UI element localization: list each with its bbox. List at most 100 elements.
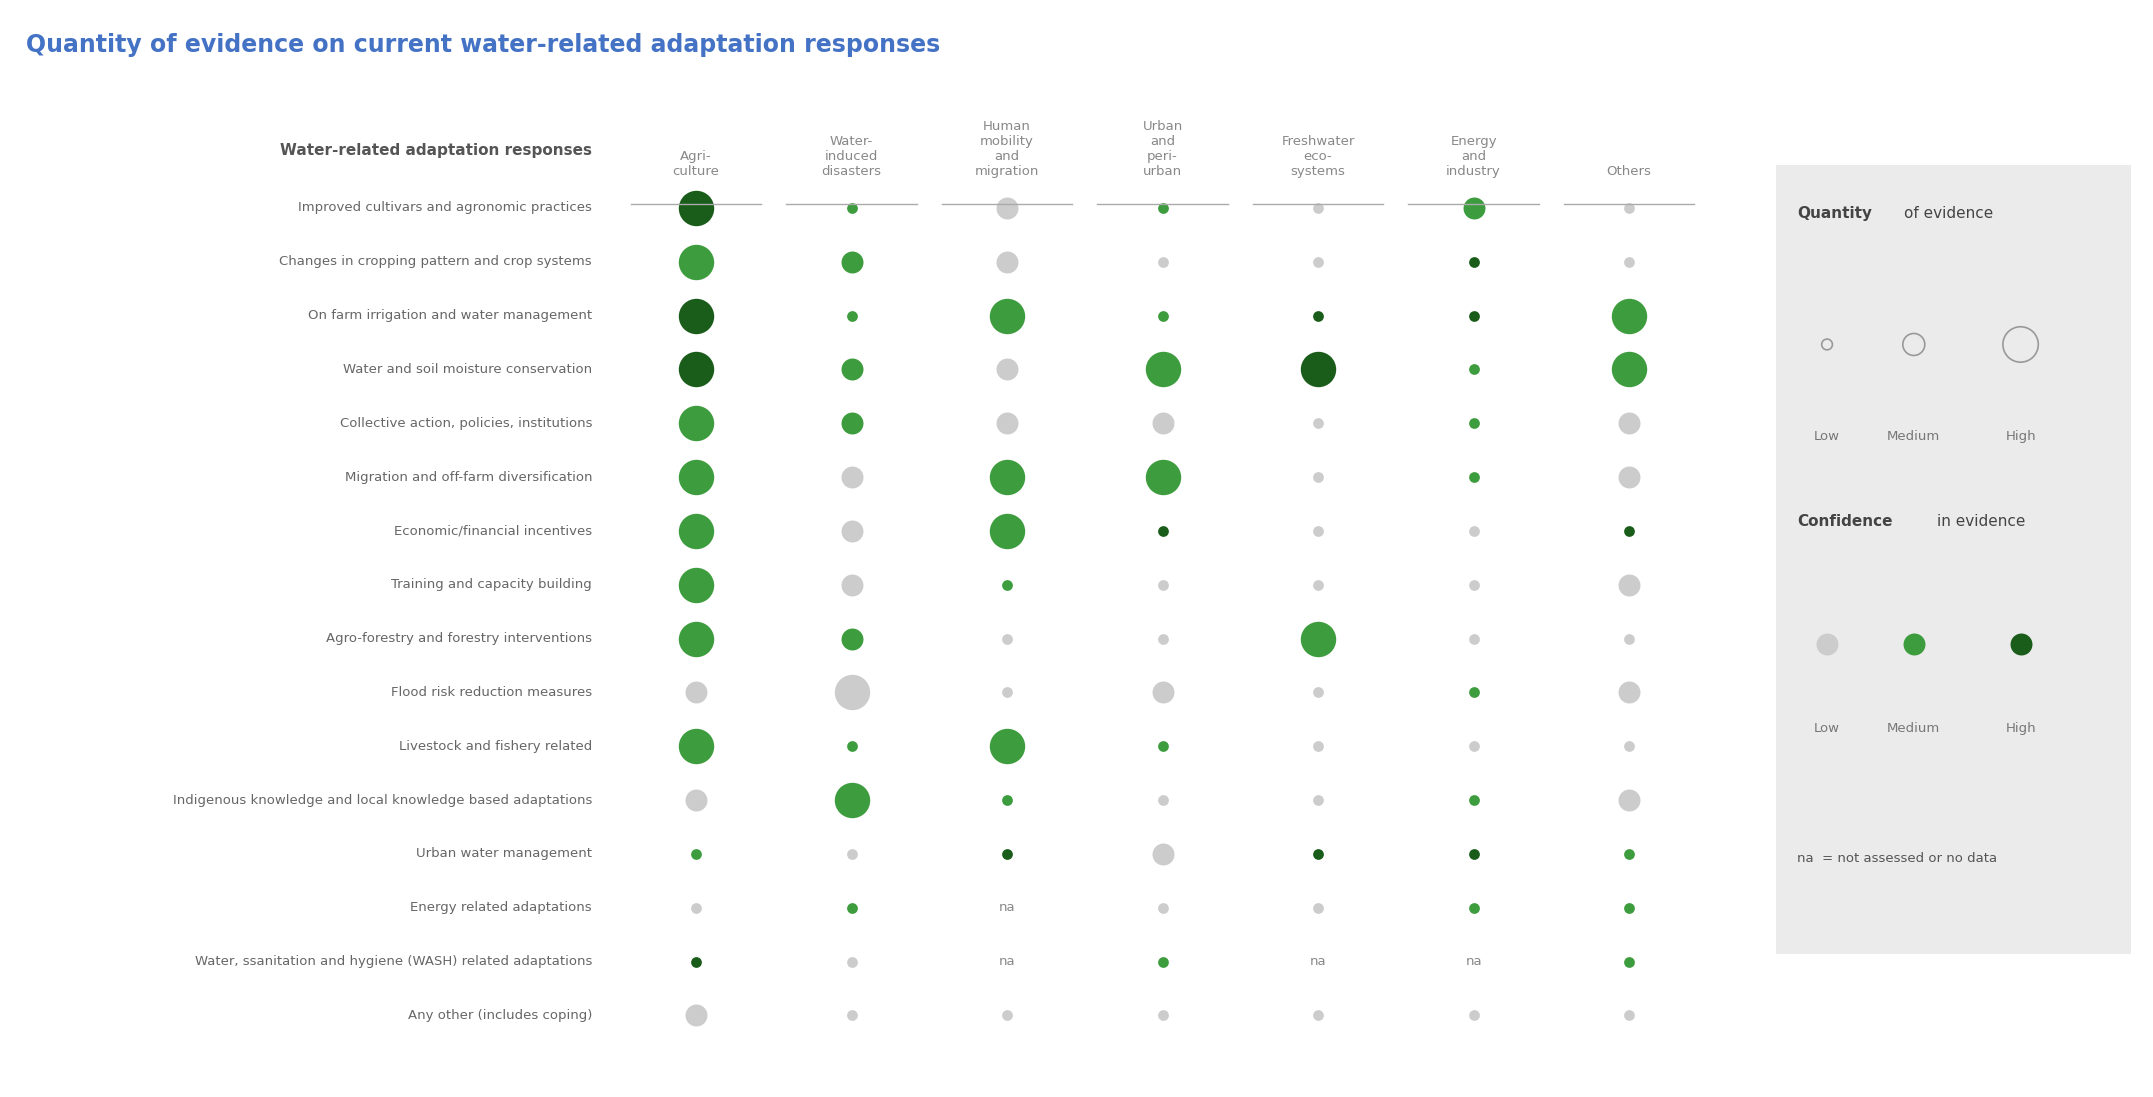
Text: Urban water management: Urban water management [416,847,592,860]
Point [1300,253,1335,271]
Point [1145,630,1180,647]
Point [1300,307,1335,325]
Point [1145,576,1180,593]
Point [990,199,1025,216]
Text: Agro-forestry and forestry interventions: Agro-forestry and forestry interventions [325,632,592,645]
Point [1145,1007,1180,1025]
Point [990,415,1025,432]
Point [835,576,870,593]
Point [678,307,713,325]
Point [1455,845,1490,862]
Point [1613,845,1647,862]
Text: na: na [1309,955,1326,968]
Point [2002,336,2037,353]
Point [1613,307,1647,325]
Point [678,522,713,540]
Point [1300,468,1335,486]
Point [835,737,870,755]
Text: Medium: Medium [1888,722,1940,735]
Point [1455,307,1490,325]
Point [1811,635,1845,653]
Point [678,1007,713,1025]
Point [1897,635,1931,653]
Point [990,361,1025,378]
Text: Medium: Medium [1888,430,1940,443]
Point [1145,845,1180,862]
Text: na  = not assessed or no data: na = not assessed or no data [1798,852,1998,866]
Point [835,253,870,271]
Text: Confidence: Confidence [1798,513,1892,529]
Point [1145,468,1180,486]
Text: Energy
and
industry: Energy and industry [1447,135,1501,178]
Point [990,468,1025,486]
Text: Migration and off-farm diversification: Migration and off-farm diversification [344,471,592,484]
Point [1145,898,1180,916]
Text: Water-related adaptation responses: Water-related adaptation responses [280,144,592,158]
Point [990,630,1025,647]
Point [2002,635,2037,653]
Point [835,468,870,486]
Point [678,361,713,378]
Point [1300,845,1335,862]
Point [1613,737,1647,755]
Point [1613,199,1647,216]
Point [1613,898,1647,916]
Text: Low: Low [1815,430,1841,443]
Point [1300,630,1335,647]
Point [1300,898,1335,916]
Point [835,791,870,808]
Text: of evidence: of evidence [1903,206,1994,222]
Point [1300,1007,1335,1025]
Point [1300,683,1335,701]
Point [835,307,870,325]
Point [1613,522,1647,540]
Point [678,468,713,486]
Text: Flood risk reduction measures: Flood risk reduction measures [392,686,592,699]
Point [1455,361,1490,378]
Point [990,737,1025,755]
Text: Human
mobility
and
migration: Human mobility and migration [975,121,1040,178]
Text: Collective action, policies, institutions: Collective action, policies, institution… [340,417,592,430]
Text: Urban
and
peri-
urban: Urban and peri- urban [1143,121,1182,178]
Point [678,791,713,808]
Point [1300,576,1335,593]
Text: Changes in cropping pattern and crop systems: Changes in cropping pattern and crop sys… [280,256,592,268]
Point [1300,361,1335,378]
Point [1145,791,1180,808]
Point [1455,683,1490,701]
Point [835,361,870,378]
Point [1811,336,1845,353]
Point [1455,1007,1490,1025]
Point [1613,683,1647,701]
Point [990,1007,1025,1025]
Text: Water-
induced
disasters: Water- induced disasters [822,135,881,178]
Point [1455,468,1490,486]
Point [990,576,1025,593]
Point [1613,468,1647,486]
Point [678,953,713,971]
Point [1613,630,1647,647]
Text: Training and capacity building: Training and capacity building [392,578,592,591]
Text: Economic/financial incentives: Economic/financial incentives [394,524,592,538]
Text: Agri-
culture: Agri- culture [672,150,719,178]
Text: in evidence: in evidence [1938,513,2026,529]
Point [1613,576,1647,593]
Text: na: na [999,955,1016,968]
Point [835,199,870,216]
Text: na: na [999,902,1016,914]
Text: na: na [1466,955,1481,968]
Point [835,630,870,647]
Point [1300,737,1335,755]
Point [678,898,713,916]
Point [678,845,713,862]
Text: Water, ssanitation and hygiene (WASH) related adaptations: Water, ssanitation and hygiene (WASH) re… [194,955,592,968]
Point [1145,953,1180,971]
Point [1613,361,1647,378]
Point [1145,307,1180,325]
Point [835,1007,870,1025]
Text: Quantity of evidence on current water-related adaptation responses: Quantity of evidence on current water-re… [26,33,941,57]
Point [1145,522,1180,540]
Text: High: High [2004,430,2037,443]
Point [1145,683,1180,701]
Point [835,683,870,701]
